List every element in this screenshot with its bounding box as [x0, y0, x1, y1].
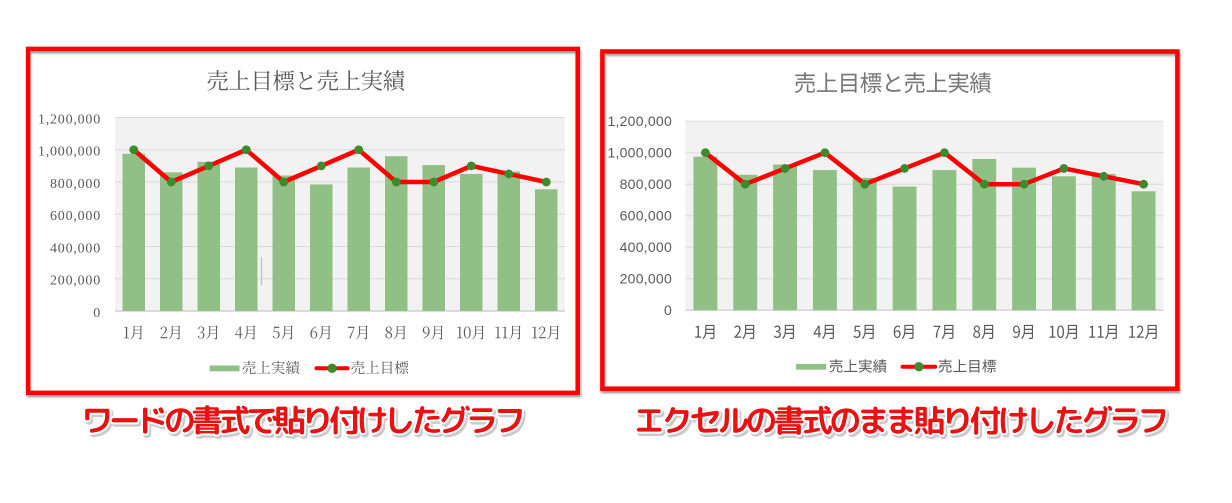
svg-text:400,000: 400,000	[50, 241, 101, 256]
svg-text:0: 0	[93, 306, 101, 321]
svg-text:600,000: 600,000	[50, 209, 101, 224]
svg-text:0: 0	[664, 302, 672, 318]
svg-text:200,000: 200,000	[50, 274, 101, 289]
svg-text:1,200,000: 1,200,000	[38, 112, 101, 127]
svg-text:800,000: 800,000	[620, 176, 672, 192]
svg-text:600,000: 600,000	[620, 208, 672, 224]
svg-text:1,000,000: 1,000,000	[38, 145, 101, 160]
svg-text:1,200,000: 1,200,000	[607, 113, 672, 129]
svg-text:1,000,000: 1,000,000	[607, 145, 672, 161]
svg-text:200,000: 200,000	[620, 271, 672, 287]
svg-text:400,000: 400,000	[620, 239, 672, 255]
svg-text:800,000: 800,000	[50, 177, 101, 192]
